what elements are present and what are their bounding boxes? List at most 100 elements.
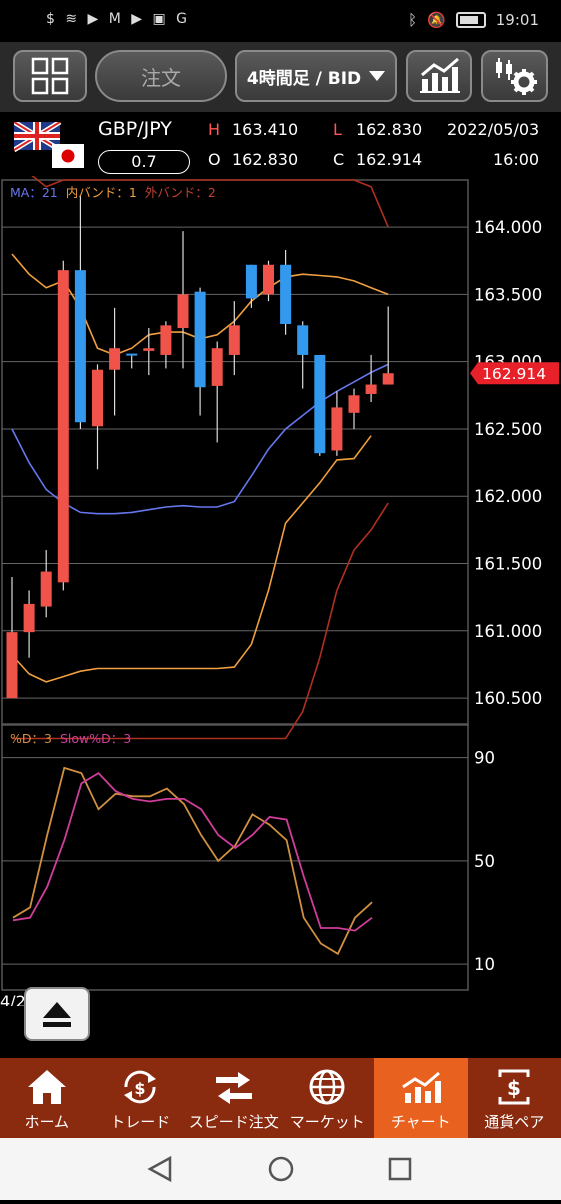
indicator-settings-button[interactable] [481, 50, 548, 102]
svg-text:$: $ [135, 1079, 146, 1098]
candle-body [7, 632, 18, 698]
tab-market[interactable]: マーケット [281, 1058, 375, 1138]
order-button[interactable]: 注文 [95, 50, 227, 102]
home-nav-icon[interactable] [270, 1158, 292, 1180]
back-icon[interactable] [150, 1158, 170, 1180]
candle-body [109, 348, 120, 370]
mute-icon: 🔕 [427, 11, 446, 29]
price-tick-label: 162.500 [474, 420, 542, 439]
price-legend: MA：21 内バンド：1 外バンド：2 [10, 185, 216, 200]
period-selector[interactable]: 4時間足 / BID [235, 50, 397, 102]
tab-label: スピード注文 [189, 1111, 279, 1132]
candle-body [195, 292, 206, 388]
price-tick-label: 164.000 [474, 218, 542, 237]
speed-order-icon [212, 1067, 256, 1107]
bottom-tab-bar: ホーム $ トレード スピード注文 マーケット [0, 1058, 561, 1138]
tab-label: 通貨ペア [484, 1111, 544, 1132]
top-toolbar: 注文 4時間足 / BID [0, 42, 561, 112]
grid-icon [30, 56, 70, 96]
candle-body [331, 407, 342, 450]
svg-text:$: $ [507, 1076, 521, 1100]
tab-label: マーケット [290, 1111, 365, 1132]
x-axis-date-label: 4/2 [0, 992, 26, 1006]
candle-body [24, 604, 35, 632]
candle-body [383, 373, 394, 384]
status-bar: $ ≋ ▶ M ▶ ▣ G ᛒ 🔕 19:01 [0, 0, 561, 42]
candle-body [41, 572, 52, 607]
symbol-name: GBP/JPY [98, 118, 172, 140]
tab-speed-order[interactable]: スピード注文 [187, 1058, 281, 1138]
close-label: C [333, 150, 344, 169]
bluetooth-icon: ᛒ [408, 11, 417, 29]
candle-body [263, 265, 274, 295]
candle-body [246, 265, 257, 299]
current-price-label: 162.914 [482, 365, 546, 383]
chart-svg[interactable]: 164.000163.500163.000162.500162.000161.5… [0, 176, 561, 1006]
candle-body [160, 325, 171, 355]
price-chart-frame [2, 180, 468, 725]
candle-body [366, 385, 377, 394]
caret-down-icon [369, 71, 385, 81]
candle-body [229, 325, 240, 355]
tab-label: チャート [391, 1111, 451, 1132]
market-icon [305, 1067, 349, 1107]
oscillator-tick-label: 90 [474, 749, 495, 768]
candle-body [212, 348, 223, 386]
trade-icon: $ [118, 1067, 162, 1107]
time-value: 16:00 [493, 150, 539, 169]
tab-trade[interactable]: $ トレード [94, 1058, 188, 1138]
tab-home[interactable]: ホーム [0, 1058, 94, 1138]
tab-chart[interactable]: チャート [374, 1058, 468, 1138]
currency-pair-icon: $ [492, 1067, 536, 1107]
open-value: 162.830 [232, 150, 298, 169]
low-label: L [333, 120, 342, 139]
eject-icon [41, 1000, 73, 1028]
price-tick-label: 161.500 [474, 555, 542, 574]
high-label: H [208, 120, 220, 139]
menu-grid-button[interactable] [13, 50, 87, 102]
gbp-jpy-flags-icon [14, 122, 86, 174]
candle-body [349, 395, 360, 412]
close-value: 162.914 [356, 150, 422, 169]
stoch-slow-d-line [13, 773, 372, 931]
collapse-panel-button[interactable] [24, 987, 90, 1041]
recents-icon[interactable] [390, 1159, 410, 1179]
tab-label: ホーム [24, 1111, 69, 1132]
chart-type-icon [418, 57, 460, 95]
candle-body [280, 265, 291, 324]
date-value: 2022/05/03 [447, 120, 539, 139]
candle-body [126, 354, 137, 356]
oscillator-frame [2, 724, 468, 990]
candle-body [58, 270, 69, 582]
home-icon [25, 1067, 69, 1107]
tab-currency-pair[interactable]: $ 通貨ペア [468, 1058, 561, 1138]
current-price-tag: 162.914 [470, 362, 559, 384]
chart-type-button[interactable] [406, 50, 472, 102]
price-tick-label: 160.500 [474, 689, 542, 708]
oscillator-legend: %D：3 Slow%D：3 [10, 731, 131, 746]
oscillator-tick-label: 10 [474, 955, 495, 974]
low-value: 162.830 [356, 120, 422, 139]
spread-badge: 0.7 [98, 150, 190, 174]
price-tick-label: 162.000 [474, 487, 542, 506]
stoch-d-legend: %D：3 [10, 731, 52, 746]
price-tick-label: 161.000 [474, 622, 542, 641]
period-label: 4時間足 / BID [247, 64, 361, 89]
clock: 19:01 [496, 11, 539, 29]
battery-icon [456, 12, 486, 28]
system-nav-bar [0, 1138, 561, 1200]
price-tick-label: 163.500 [474, 285, 542, 304]
outer-band-upper-line [12, 176, 388, 227]
chart-icon [399, 1067, 443, 1107]
candle-body [75, 270, 86, 422]
tab-label: トレード [110, 1111, 170, 1132]
candle-body [314, 355, 325, 453]
ma-legend: MA：21 [10, 185, 58, 200]
open-label: O [208, 150, 221, 169]
candle-body [178, 294, 189, 328]
inner-band-legend: 内バンド：1 [66, 185, 137, 200]
candle-body [92, 370, 103, 427]
candle-body [143, 348, 154, 351]
outer-band-legend: 外バンド：2 [145, 185, 216, 200]
